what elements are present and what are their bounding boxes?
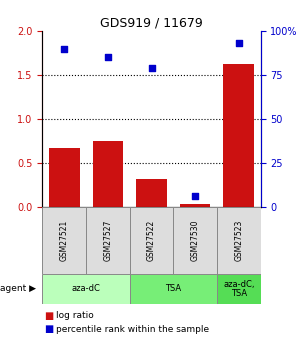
Bar — [130, 207, 173, 274]
Text: GSM27530: GSM27530 — [191, 220, 200, 262]
Text: GSM27522: GSM27522 — [147, 220, 156, 261]
Text: aza-dC: aza-dC — [72, 284, 101, 294]
Bar — [93, 141, 123, 207]
Text: agent ▶: agent ▶ — [0, 284, 36, 294]
Text: ■: ■ — [44, 311, 53, 321]
Text: ■: ■ — [44, 325, 53, 334]
Point — [105, 55, 110, 60]
Point — [193, 194, 198, 199]
Bar — [86, 207, 130, 274]
Bar — [180, 204, 210, 207]
Bar — [42, 274, 130, 304]
Text: GSM27521: GSM27521 — [60, 220, 69, 261]
Bar — [173, 207, 217, 274]
Text: percentile rank within the sample: percentile rank within the sample — [56, 325, 209, 334]
Bar — [130, 274, 217, 304]
Bar — [217, 207, 261, 274]
Bar — [217, 274, 261, 304]
Text: log ratio: log ratio — [56, 311, 94, 320]
Bar — [49, 148, 79, 207]
Point — [62, 46, 67, 51]
Point — [149, 65, 154, 71]
Bar — [136, 179, 167, 207]
Title: GDS919 / 11679: GDS919 / 11679 — [100, 17, 203, 30]
Bar — [224, 63, 254, 207]
Text: aza-dC,
TSA: aza-dC, TSA — [223, 279, 255, 298]
Text: GSM27527: GSM27527 — [103, 220, 112, 261]
Text: GSM27523: GSM27523 — [234, 220, 243, 261]
Text: TSA: TSA — [165, 284, 181, 294]
Point — [236, 41, 241, 46]
Bar — [42, 207, 86, 274]
